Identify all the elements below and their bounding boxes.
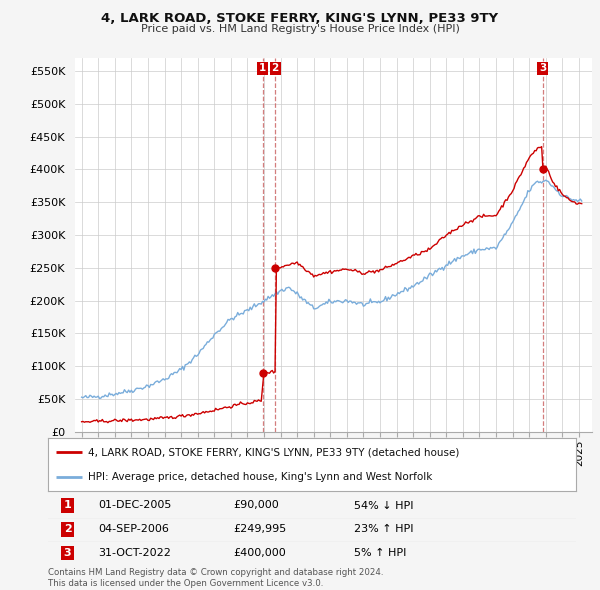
Text: 54% ↓ HPI: 54% ↓ HPI (354, 500, 414, 510)
Text: £90,000: £90,000 (233, 500, 278, 510)
Text: 1: 1 (259, 64, 266, 73)
Text: Contains HM Land Registry data © Crown copyright and database right 2024.
This d: Contains HM Land Registry data © Crown c… (48, 568, 383, 588)
Text: 3: 3 (539, 64, 547, 73)
Text: HPI: Average price, detached house, King's Lynn and West Norfolk: HPI: Average price, detached house, King… (88, 471, 432, 481)
Text: Price paid vs. HM Land Registry's House Price Index (HPI): Price paid vs. HM Land Registry's House … (140, 24, 460, 34)
Text: 31-OCT-2022: 31-OCT-2022 (98, 548, 171, 558)
Text: £400,000: £400,000 (233, 548, 286, 558)
Text: 04-SEP-2006: 04-SEP-2006 (98, 525, 169, 534)
Text: 4, LARK ROAD, STOKE FERRY, KING'S LYNN, PE33 9TY (detached house): 4, LARK ROAD, STOKE FERRY, KING'S LYNN, … (88, 447, 459, 457)
Text: 5% ↑ HPI: 5% ↑ HPI (354, 548, 407, 558)
Text: 4, LARK ROAD, STOKE FERRY, KING'S LYNN, PE33 9TY: 4, LARK ROAD, STOKE FERRY, KING'S LYNN, … (101, 12, 499, 25)
Text: 23% ↑ HPI: 23% ↑ HPI (354, 525, 414, 534)
Text: 2: 2 (271, 64, 279, 73)
Text: 1: 1 (64, 500, 71, 510)
Text: 2: 2 (64, 525, 71, 534)
Text: 01-DEC-2005: 01-DEC-2005 (98, 500, 172, 510)
Text: 3: 3 (64, 548, 71, 558)
Text: £249,995: £249,995 (233, 525, 286, 534)
